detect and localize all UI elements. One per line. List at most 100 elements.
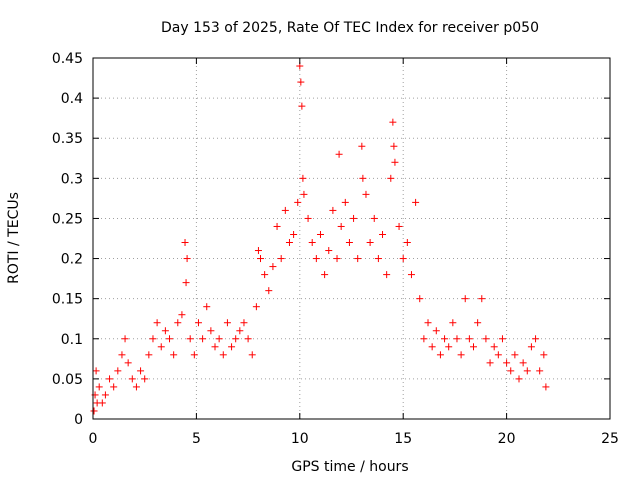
data-point [453,335,461,343]
data-point [478,295,486,303]
data-point [540,351,548,359]
data-point [194,319,202,327]
data-point [153,319,161,327]
data-point [244,335,252,343]
data-point [265,287,273,295]
x-axis-tick-labels: 0 5 10 15 20 25 [89,431,619,447]
grid-lines [93,58,610,419]
data-point [149,335,157,343]
data-point [182,279,190,287]
y-tick-label: 0.1 [61,332,83,348]
data-point [124,359,132,367]
x-tick-label: 5 [192,431,201,447]
data-point [285,239,293,247]
data-point [132,383,140,391]
data-point [316,230,324,238]
data-point [436,351,444,359]
data-point [219,351,227,359]
data-point [232,335,240,343]
data-point [507,367,515,375]
data-point [374,255,382,263]
y-tick-label: 0.15 [52,292,83,308]
data-point [199,335,207,343]
data-point [470,343,478,351]
data-point [118,351,126,359]
data-point [110,383,118,391]
data-point [441,335,449,343]
data-point [92,367,100,375]
data-point [299,174,307,182]
data-point [321,271,329,279]
data-point [420,335,428,343]
data-point [457,351,465,359]
x-tick-label: 15 [394,431,412,447]
data-point [166,335,174,343]
y-axis-tick-labels: 0 0.05 0.1 0.15 0.2 0.25 0.3 0.35 0.4 0.45 [52,51,83,428]
data-point [183,255,191,263]
data-point [370,214,378,222]
data-point [254,247,262,255]
y-tick-label: 0.2 [61,252,83,268]
data-point [304,214,312,222]
y-tick-label: 0.35 [52,131,83,147]
x-tick-label: 10 [291,431,309,447]
data-point [391,158,399,166]
data-point [90,407,98,415]
data-point [236,327,244,335]
data-point [203,303,211,311]
data-point [536,367,544,375]
data-point [211,343,219,351]
data-point [181,239,189,247]
data-point [325,247,333,255]
data-point [498,335,506,343]
data-point [333,255,341,263]
data-point [240,319,248,327]
data-point [207,327,215,335]
data-point [190,351,198,359]
data-point [335,150,343,158]
y-tick-label: 0.25 [52,211,83,227]
data-point [354,255,362,263]
data-point [161,327,169,335]
data-point [121,335,129,343]
y-tick-label: 0 [74,412,83,428]
data-point [532,335,540,343]
data-point [412,198,420,206]
data-point [399,255,407,263]
data-point [257,255,265,263]
data-point [186,335,194,343]
data-point [527,343,535,351]
data-point [98,399,106,407]
data-point [445,343,453,351]
data-point [407,271,415,279]
data-point [141,375,149,383]
x-tick-label: 25 [601,431,619,447]
data-point [281,206,289,214]
plot-frame [92,57,611,420]
data-point [366,239,374,247]
data-point [474,319,482,327]
data-point [383,271,391,279]
data-point [503,359,511,367]
data-point [428,343,436,351]
data-point [350,214,358,222]
scatter-series-roti [90,62,550,415]
data-point [359,174,367,182]
y-tick-label: 0.05 [52,372,83,388]
data-point [390,142,398,150]
data-point [362,190,370,198]
data-point [345,239,353,247]
data-point [128,375,136,383]
data-point [95,383,103,391]
data-point [542,383,550,391]
data-point [432,327,440,335]
data-point [461,295,469,303]
data-point [424,319,432,327]
data-point [329,206,337,214]
data-point [269,263,277,271]
data-point [178,311,186,319]
data-point [389,118,397,126]
y-tick-label: 0.4 [61,91,83,107]
data-point [114,367,122,375]
data-point [337,222,345,230]
